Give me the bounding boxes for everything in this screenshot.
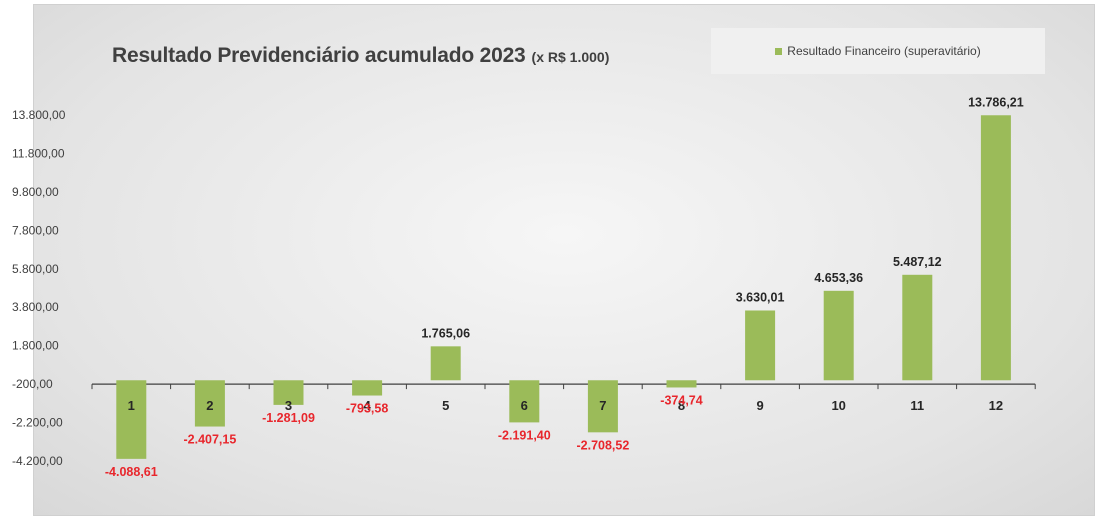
chart-title: Resultado Previdenciário acumulado 2023 (… (112, 44, 609, 68)
data-label: 4.653,36 (814, 271, 863, 285)
data-label: -793,58 (346, 402, 388, 416)
x-tick-label: 4 (363, 398, 371, 413)
x-tick-label: 3 (285, 398, 292, 413)
x-tick-label: 9 (756, 398, 763, 413)
x-tick-label: 10 (831, 398, 845, 413)
x-tick-label: 2 (206, 398, 213, 413)
y-tick-label: -4.200,00 (12, 454, 63, 468)
bar (194, 380, 225, 427)
chart-title-text: Resultado Previdenciário acumulado 2023 (112, 44, 526, 67)
bar (352, 380, 383, 396)
data-label: -1.281,09 (262, 411, 315, 425)
x-tick-label: 1 (128, 398, 135, 413)
y-tick-label: 9.800,00 (12, 185, 59, 199)
data-label: -2.191,40 (498, 428, 551, 442)
chart-area (33, 4, 1095, 516)
y-tick-label: -2.200,00 (12, 416, 63, 430)
bar (116, 380, 147, 459)
bar (666, 380, 697, 388)
y-tick-label: 7.800,00 (12, 223, 59, 237)
legend-swatch (775, 47, 783, 55)
bar (587, 380, 618, 433)
y-tick-label: 3.800,00 (12, 300, 59, 314)
data-label: 3.630,01 (736, 290, 785, 304)
y-tick-label: 13.800,00 (12, 108, 66, 122)
data-label: 13.786,21 (968, 95, 1024, 109)
legend-label: Resultado Financeiro (superavitário) (787, 44, 981, 58)
x-tick-label: 12 (989, 398, 1003, 413)
data-label: -2.708,52 (576, 438, 629, 452)
x-tick-label: 6 (521, 398, 528, 413)
bar (980, 115, 1011, 381)
y-tick-label: -200,00 (12, 377, 53, 391)
x-tick-label: 11 (910, 398, 924, 413)
bar (509, 380, 540, 423)
data-label: 1.765,06 (421, 326, 470, 340)
data-label: 5.487,12 (893, 255, 942, 269)
bar (823, 290, 854, 381)
y-tick-label: 11.800,00 (12, 146, 65, 160)
bar (273, 380, 304, 405)
x-tick-label: 5 (442, 398, 449, 413)
y-tick-label: 1.800,00 (12, 339, 59, 353)
bar (745, 310, 776, 381)
chart-legend: Resultado Financeiro (superavitário) (711, 28, 1045, 74)
data-label: -2.407,15 (183, 433, 236, 447)
bar (902, 274, 933, 381)
chart-subtitle: (x R$ 1.000) (531, 49, 610, 65)
data-label: -374,74 (660, 393, 702, 407)
y-tick-label: 5.800,00 (12, 262, 59, 276)
x-tick-label: 8 (678, 398, 685, 413)
x-tick-label: 7 (599, 398, 606, 413)
data-label: -4.088,61 (105, 465, 158, 479)
bar (430, 346, 461, 381)
